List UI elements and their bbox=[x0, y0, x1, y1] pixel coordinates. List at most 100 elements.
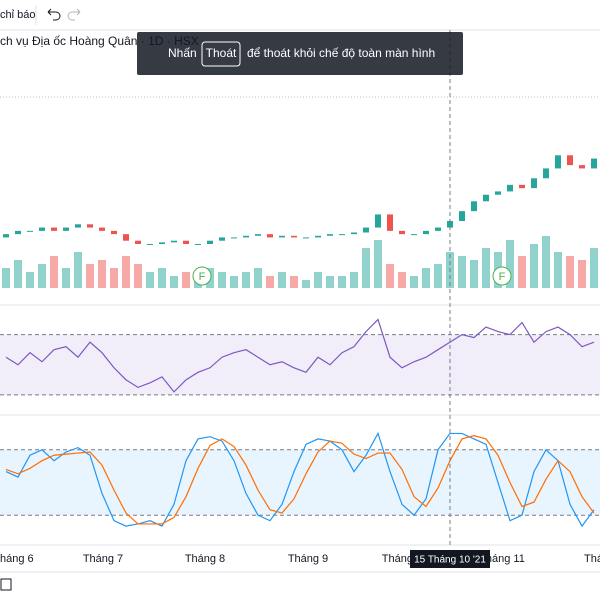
volume-bar bbox=[362, 248, 370, 288]
candle bbox=[507, 184, 513, 192]
x-label: Tháng 11 bbox=[479, 553, 525, 565]
candle bbox=[231, 237, 237, 239]
candle bbox=[411, 234, 417, 236]
x-label: Tháng 7 bbox=[83, 553, 123, 565]
candle bbox=[255, 234, 261, 236]
candle bbox=[531, 178, 537, 189]
volume-bar bbox=[242, 272, 250, 288]
indicators-button[interactable]: chỉ báo bbox=[0, 9, 35, 21]
candle bbox=[591, 158, 597, 169]
volume-bar bbox=[554, 252, 562, 288]
candle bbox=[363, 227, 369, 233]
candle bbox=[3, 234, 9, 238]
candle bbox=[111, 230, 117, 235]
candle bbox=[387, 214, 393, 231]
exit-button[interactable] bbox=[201, 41, 241, 67]
calendar-icon[interactable] bbox=[0, 578, 12, 591]
exit-button-label: Thoát bbox=[206, 46, 237, 60]
event-marker[interactable] bbox=[192, 266, 212, 286]
candle bbox=[447, 221, 453, 228]
candle bbox=[219, 237, 225, 241]
volume-bar bbox=[566, 256, 574, 288]
toast bbox=[137, 32, 463, 75]
volume-bar bbox=[374, 240, 382, 288]
redo[interactable] bbox=[67, 8, 81, 21]
candle bbox=[579, 165, 585, 169]
x-label: Tháng 8 bbox=[185, 553, 225, 565]
candle bbox=[303, 237, 309, 239]
candle bbox=[459, 211, 465, 221]
candle bbox=[495, 191, 501, 195]
x-label: háng 6 bbox=[0, 553, 34, 565]
toolbar bbox=[0, 0, 600, 30]
candle bbox=[483, 194, 489, 202]
candle bbox=[567, 155, 573, 166]
volume-bar bbox=[590, 248, 598, 288]
plot bbox=[0, 155, 600, 528]
volume-bar bbox=[146, 272, 154, 288]
candle bbox=[27, 230, 33, 232]
candle bbox=[75, 224, 81, 228]
volume-bar bbox=[398, 272, 406, 288]
candle bbox=[63, 227, 69, 231]
volume-bar bbox=[350, 272, 358, 288]
volume-bar bbox=[278, 272, 286, 288]
crosshair-label: 15 Tháng 10 '21 bbox=[414, 555, 486, 566]
volume-bar bbox=[326, 276, 334, 288]
rsi-line bbox=[5, 318, 595, 393]
candle bbox=[519, 184, 525, 189]
stoch-k-line bbox=[5, 431, 595, 528]
x-label: Thán bbox=[584, 553, 600, 565]
candle bbox=[267, 234, 273, 238]
candle bbox=[555, 155, 561, 169]
candle bbox=[135, 240, 141, 244]
candle bbox=[171, 240, 177, 243]
undo[interactable] bbox=[47, 8, 61, 21]
candle bbox=[147, 244, 153, 245]
candle bbox=[87, 224, 93, 228]
crosshair-label-box bbox=[410, 550, 490, 568]
candle bbox=[183, 240, 189, 244]
volume-bar bbox=[506, 240, 514, 288]
candle bbox=[159, 242, 165, 244]
volume-bar bbox=[470, 260, 478, 288]
volume-bar bbox=[62, 268, 70, 288]
candle bbox=[471, 201, 477, 212]
candle bbox=[99, 227, 105, 231]
candle bbox=[207, 240, 213, 244]
candle bbox=[399, 230, 405, 235]
volume-bar bbox=[38, 264, 46, 288]
volume-bar bbox=[254, 268, 262, 288]
candle bbox=[435, 227, 441, 231]
volume-bar bbox=[86, 264, 94, 288]
toast-text: để thoát khỏi chế độ toàn màn hình bbox=[247, 46, 435, 60]
volume-bar bbox=[266, 276, 274, 288]
candle bbox=[423, 230, 429, 235]
candle bbox=[315, 235, 321, 238]
volume-bar bbox=[50, 256, 58, 288]
event-label: F bbox=[499, 271, 506, 283]
volume-bar bbox=[518, 256, 526, 288]
volume-bar bbox=[338, 276, 346, 288]
candle bbox=[195, 244, 201, 245]
candle bbox=[375, 214, 381, 228]
candle bbox=[291, 235, 297, 238]
volume-bar bbox=[158, 268, 166, 288]
event-marker[interactable] bbox=[492, 266, 512, 286]
event-label: F bbox=[199, 271, 206, 283]
volume-bar bbox=[434, 264, 442, 288]
volume-bar bbox=[98, 260, 106, 288]
volume-bar bbox=[458, 256, 466, 288]
volume-bar bbox=[110, 268, 118, 288]
volume-bar bbox=[314, 272, 322, 288]
volume-bar bbox=[26, 272, 34, 288]
volume-bar bbox=[218, 272, 226, 288]
candle bbox=[123, 234, 129, 241]
volume-bar bbox=[410, 276, 418, 288]
volume-bar bbox=[530, 244, 538, 288]
candle bbox=[339, 234, 345, 236]
volume-bar bbox=[74, 252, 82, 288]
volume-bar bbox=[134, 264, 142, 288]
